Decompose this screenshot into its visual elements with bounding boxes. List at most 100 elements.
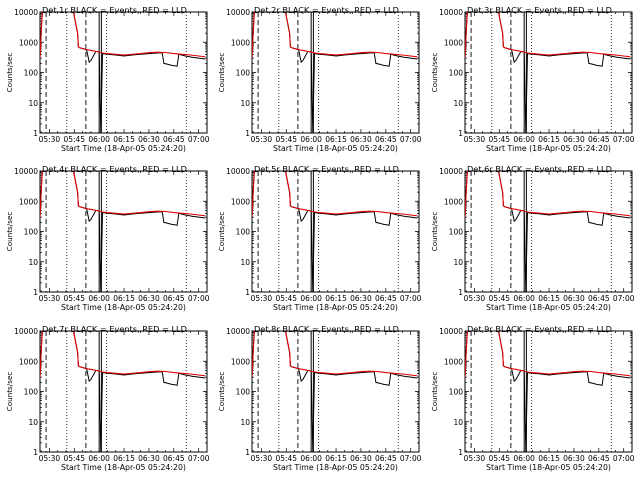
panel-title: Det 3r BLACK = Events, RED = LLD: [467, 5, 612, 15]
panel-title: Det 2r BLACK = Events, RED = LLD: [254, 5, 399, 15]
x-tick-label: 06:30: [563, 294, 585, 303]
panel-det-9: 1 10 100 1000 10000 05:30 05:45 06:00 06:15 06:30…: [430, 324, 635, 472]
x-tick-label: 05:30: [251, 135, 273, 144]
x-tick-label: 06:45: [375, 294, 397, 303]
x-tick-label: 06:30: [563, 454, 585, 463]
y-tick-label: 1: [33, 129, 38, 138]
x-axis-label: Start Time (18-Apr-05 05:24:20): [486, 303, 611, 312]
marker-lines: [45, 12, 187, 133]
x-tick-label: 05:30: [464, 454, 486, 463]
y-tick-label: 10: [453, 418, 463, 427]
x-tick-label: 05:45: [63, 454, 85, 463]
panel-det-3: 1 10 100 1000 10000 05:30 05:45 06:00 06:15 06:30…: [430, 5, 635, 153]
x-tick-label: 05:30: [39, 135, 61, 144]
events-series-line: [465, 12, 631, 133]
marker-lines: [257, 331, 399, 452]
plot-frame: [464, 330, 633, 453]
y-tick-label: 10: [28, 258, 38, 267]
y-tick-label: 1000: [19, 38, 38, 47]
y-tick-label: 10000: [439, 167, 463, 176]
y-tick-label: 100: [236, 388, 251, 397]
x-tick-label: 06:30: [350, 294, 372, 303]
y-tick-label: 1000: [231, 38, 250, 47]
panel-det-2: 1 10 100 1000 10000 05:30 05:45 06:00 06:15 06:30…: [217, 5, 422, 153]
x-tick-label: 06:00: [300, 294, 322, 303]
panel-title: Det 4r BLACK = Events, RED = LLD: [42, 164, 187, 174]
y-tick-label: 10: [28, 418, 38, 427]
x-tick-label: 05:45: [275, 294, 297, 303]
x-axis-label: Start Time (18-Apr-05 05:24:20): [61, 303, 186, 312]
events-series-line: [252, 331, 418, 452]
events-series-line: [40, 12, 206, 133]
x-tick-label: 06:00: [88, 135, 110, 144]
y-tick-label: 10000: [226, 8, 250, 17]
x-axis-label: Start Time (18-Apr-05 05:24:20): [61, 144, 186, 153]
panel-det-5: 1 10 100 1000 10000 05:30 05:45 06:00 06:15 06:30…: [217, 164, 422, 312]
y-axis-label: Counts/sec: [217, 212, 226, 252]
lld-series-line: [40, 12, 206, 59]
lld-series-line: [40, 331, 206, 378]
y-tick-label: 100: [449, 228, 464, 237]
plot-frame: [464, 11, 633, 134]
lld-series-line: [465, 12, 631, 59]
lld-series-line: [252, 12, 418, 59]
x-tick-label: 06:00: [88, 454, 110, 463]
x-tick-label: 05:30: [464, 135, 486, 144]
y-tick-label: 10: [240, 418, 250, 427]
x-tick-label: 05:45: [488, 135, 510, 144]
marker-lines: [257, 171, 399, 292]
x-tick-label: 06:30: [138, 294, 160, 303]
x-tick-label: 05:30: [464, 294, 486, 303]
y-axis-label: Counts/sec: [5, 372, 14, 412]
x-tick-label: 05:45: [488, 454, 510, 463]
marker-lines: [470, 171, 612, 292]
x-axis-label: Start Time (18-Apr-05 05:24:20): [486, 463, 611, 472]
x-tick-label: 06:15: [113, 454, 135, 463]
panel-title: Det 7r BLACK = Events, RED = LLD: [42, 324, 187, 334]
x-tick-label: 06:00: [513, 135, 535, 144]
x-tick-label: 05:30: [39, 294, 61, 303]
x-tick-label: 05:45: [63, 294, 85, 303]
y-tick-label: 1: [458, 448, 463, 457]
marker-lines: [470, 12, 612, 133]
plot-frame: [464, 170, 633, 293]
x-tick-label: 06:45: [375, 135, 397, 144]
y-tick-label: 1: [33, 448, 38, 457]
y-tick-label: 1: [33, 288, 38, 297]
marker-lines: [45, 331, 187, 452]
x-tick-label: 07:00: [613, 454, 635, 463]
x-tick-label: 06:15: [325, 135, 347, 144]
x-tick-label: 06:15: [113, 135, 135, 144]
x-axis-label: Start Time (18-Apr-05 05:24:20): [486, 144, 611, 153]
x-tick-label: 05:45: [488, 294, 510, 303]
panel-title: Det 5r BLACK = Events, RED = LLD: [254, 164, 399, 174]
y-tick-label: 100: [449, 388, 464, 397]
y-tick-label: 10: [28, 99, 38, 108]
plot-frame: [39, 170, 208, 293]
series-group: [40, 171, 206, 292]
y-tick-label: 100: [24, 388, 39, 397]
y-tick-label: 1000: [444, 197, 463, 206]
x-tick-label: 06:45: [588, 294, 610, 303]
x-tick-label: 05:45: [275, 135, 297, 144]
y-tick-label: 1: [245, 448, 250, 457]
x-tick-label: 07:00: [188, 454, 210, 463]
y-tick-label: 10000: [439, 8, 463, 17]
y-tick-label: 10: [453, 258, 463, 267]
y-tick-label: 10000: [14, 167, 38, 176]
x-tick-label: 06:00: [300, 454, 322, 463]
lld-series-line: [40, 171, 206, 218]
x-tick-label: 06:45: [375, 454, 397, 463]
x-tick-label: 07:00: [400, 454, 422, 463]
events-series-line: [252, 171, 418, 292]
y-tick-label: 100: [236, 228, 251, 237]
x-axis-label: Start Time (18-Apr-05 05:24:20): [61, 463, 186, 472]
x-tick-label: 07:00: [188, 294, 210, 303]
panel-title: Det 9r BLACK = Events, RED = LLD: [467, 324, 612, 334]
series-group: [465, 331, 631, 452]
x-tick-label: 06:15: [325, 454, 347, 463]
x-tick-label: 06:45: [588, 135, 610, 144]
lld-series-line: [252, 331, 418, 378]
events-series-line: [465, 331, 631, 452]
